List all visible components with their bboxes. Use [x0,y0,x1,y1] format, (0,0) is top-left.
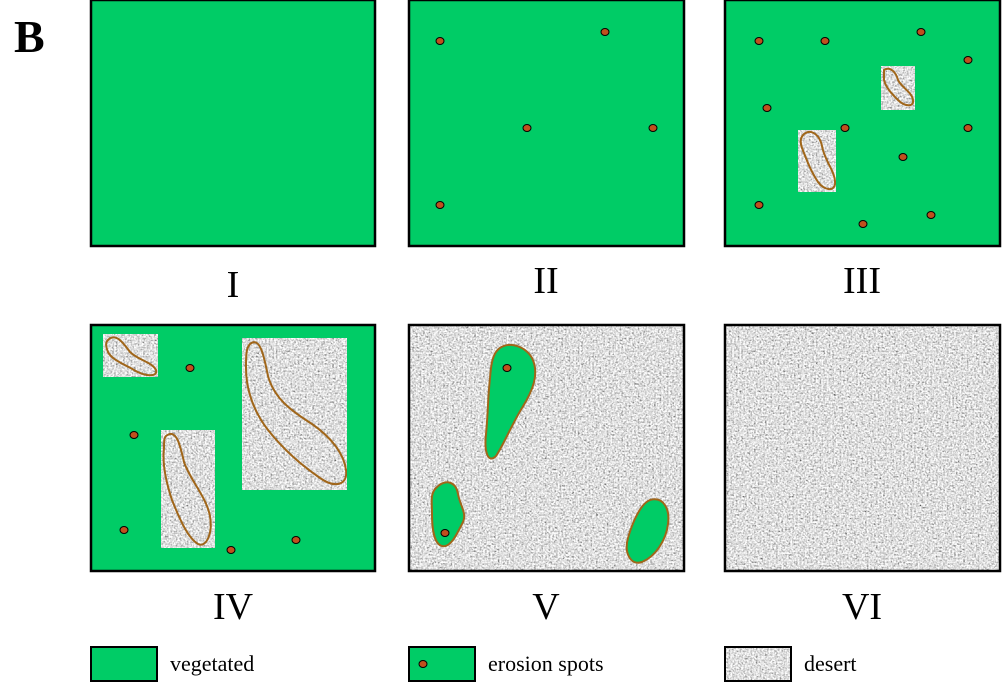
panel-label-III: III [843,260,881,302]
erosion-spot [502,364,512,372]
panel-III-ground [723,0,1002,248]
erosion-spot [291,536,301,544]
panel-label-V: V [532,586,560,628]
panel-label-I: I [226,264,240,306]
desert-patch [881,66,915,110]
panel-I [89,0,377,248]
panel-I-ground [89,0,377,248]
erosion-spot [754,37,764,45]
legend-label-desert: desert [804,651,857,676]
desert-patch [242,338,347,490]
legend [90,646,792,682]
erosion-spot [648,124,658,132]
panel-III [723,0,1002,248]
erosion-spot [129,431,139,439]
erosion-spot [418,660,428,668]
erosion-spot [119,526,129,534]
legend-label-vegetated: vegetated [170,651,255,676]
erosion-spot [916,28,926,36]
panel-label-IV: IV [212,586,254,628]
panel-V-border [407,323,686,573]
erosion-spot [754,201,764,209]
desert-patch [161,430,215,548]
panel-label-II: II [533,260,559,302]
erosion-spot [963,56,973,64]
erosion-spot [185,364,195,372]
erosion-spot [858,220,868,228]
vegetated-island [484,343,537,460]
panel-II-ground [407,0,686,248]
erosion-spot [600,28,610,36]
erosion-spot [226,546,236,554]
panel-VI-ground [725,325,1000,571]
panel-II [407,0,686,248]
erosion-spot [840,124,850,132]
panel-IV-erosion-spots [119,364,301,554]
erosion-spot [926,211,936,219]
panel-II-erosion-spots [435,28,658,209]
vegetated-island [625,498,670,564]
figure-letter: B [14,11,45,62]
panel-label-VI: VI [841,586,883,628]
erosion-spot [522,124,532,132]
erosion-spot [762,104,772,112]
legend-label-erosion: erosion spots [488,651,604,676]
legend-swatch-desert [724,646,792,682]
erosion-spot [963,124,973,132]
legend-swatch-vegetated [90,646,158,682]
panel-VI [723,323,1002,573]
desert-patch [798,130,836,192]
vegetated-island [430,481,466,548]
legend-swatch-erosion [408,646,476,682]
panel-IV [89,323,377,573]
panel-III-erosion-spots [754,28,973,228]
erosion-spot [435,37,445,45]
erosion-spot [440,529,450,537]
desert-patch [103,334,158,377]
erosion-spot [820,37,830,45]
panel-V [407,323,686,573]
erosion-spot [898,153,908,161]
erosion-spot [435,201,445,209]
panel-V-erosion-spots [440,364,512,537]
panel-VI-border [723,323,1002,573]
